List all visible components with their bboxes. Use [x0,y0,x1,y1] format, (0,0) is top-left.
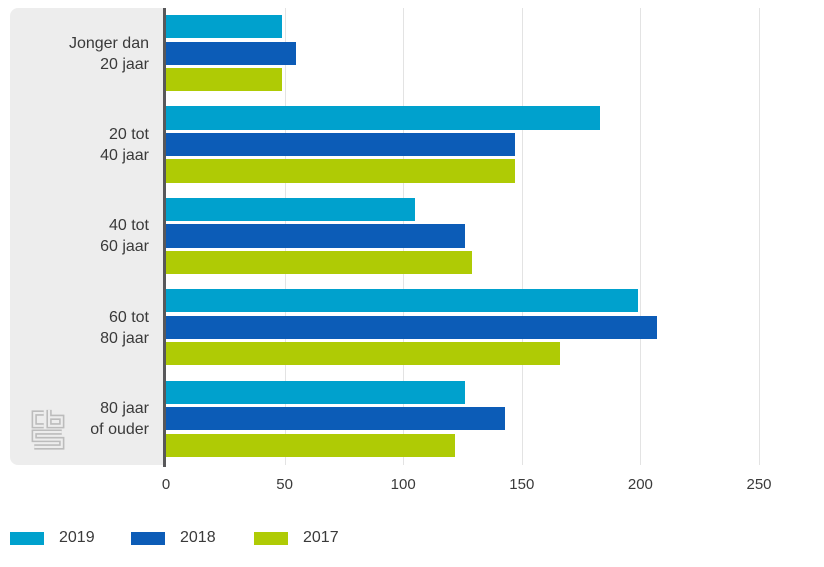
bar-2018-category-2 [166,132,515,157]
category-label-2: 20 tot 40 jaar [10,99,163,190]
bar-2019-category-3 [166,197,416,222]
gridline-250 [759,8,760,465]
cbs-logo [31,409,65,450]
category-label-1: Jonger dan 20 jaar [10,8,163,99]
category-label-line1: 20 tot [108,126,149,144]
bar-2018-category-3 [166,224,465,248]
category-label-line2: 60 jaar [100,238,149,256]
legend-item-2019: 2019 [10,529,95,547]
bar-group-5 [166,374,824,465]
bar-2019-category-2 [166,106,601,130]
gridline-200 [640,8,642,465]
x-tick-label-50: 50 [276,476,293,493]
legend-item-2017: 2017 [254,529,339,547]
bar-2018-category-5 [166,407,506,431]
x-tick-label-250: 250 [746,476,772,493]
category-label-5: 80 jaar of ouder [10,374,163,465]
legend-label-2017: 2017 [303,529,339,546]
legend-swatch-2019 [10,531,44,545]
bar-group-4 [166,282,824,373]
legend-swatch-2018 [131,531,165,545]
gridline-150 [521,8,523,465]
category-label-4: 60 tot 80 jaar [10,282,163,373]
category-label-line1: 60 tot [108,308,149,326]
legend-label-2019: 2019 [59,529,95,546]
category-label-panel: Jonger dan 20 jaar 20 tot 40 jaar 40 tot 60 j… [10,8,163,465]
bar-2017-category-3 [166,250,472,275]
x-tick-label-0: 0 [161,476,171,493]
bar-2017-category-4 [166,342,560,366]
x-axis-tick-labels: 0 50 100 150 200 250 [0,476,824,496]
x-tick-label-150: 150 [509,476,535,493]
bar-2017-category-5 [166,433,456,457]
bar-group-2 [166,99,824,190]
category-label-line2: 20 jaar [100,55,149,73]
bar-2017-category-2 [166,159,515,183]
bar-2017-category-1 [166,68,283,92]
category-label-line1: Jonger dan [68,34,149,52]
legend: 2019 2018 2017 [0,529,824,551]
bar-2019-category-1 [166,15,283,39]
bar-group-1 [166,8,824,99]
legend-item-2018: 2018 [131,529,216,547]
bar-2018-category-4 [166,315,657,339]
bar-2019-category-4 [166,289,639,313]
category-label-line2: 80 jaar [100,329,149,347]
x-tick-label-200: 200 [627,476,653,493]
legend-swatch-2017 [254,531,288,545]
bar-2019-category-5 [166,380,465,404]
category-label-line1: 80 jaar [100,400,149,418]
category-label-3: 40 tot 60 jaar [10,191,163,282]
category-label-line2: of ouder [90,421,149,439]
x-tick-label-100: 100 [390,476,416,493]
category-label-line1: 40 tot [108,217,149,235]
plot-area [166,8,824,465]
legend-label-2018: 2018 [180,529,216,546]
category-label-line2: 40 jaar [100,147,149,165]
bar-group-3 [166,191,824,282]
y-axis-line [163,8,166,467]
bar-2018-category-1 [166,41,297,65]
